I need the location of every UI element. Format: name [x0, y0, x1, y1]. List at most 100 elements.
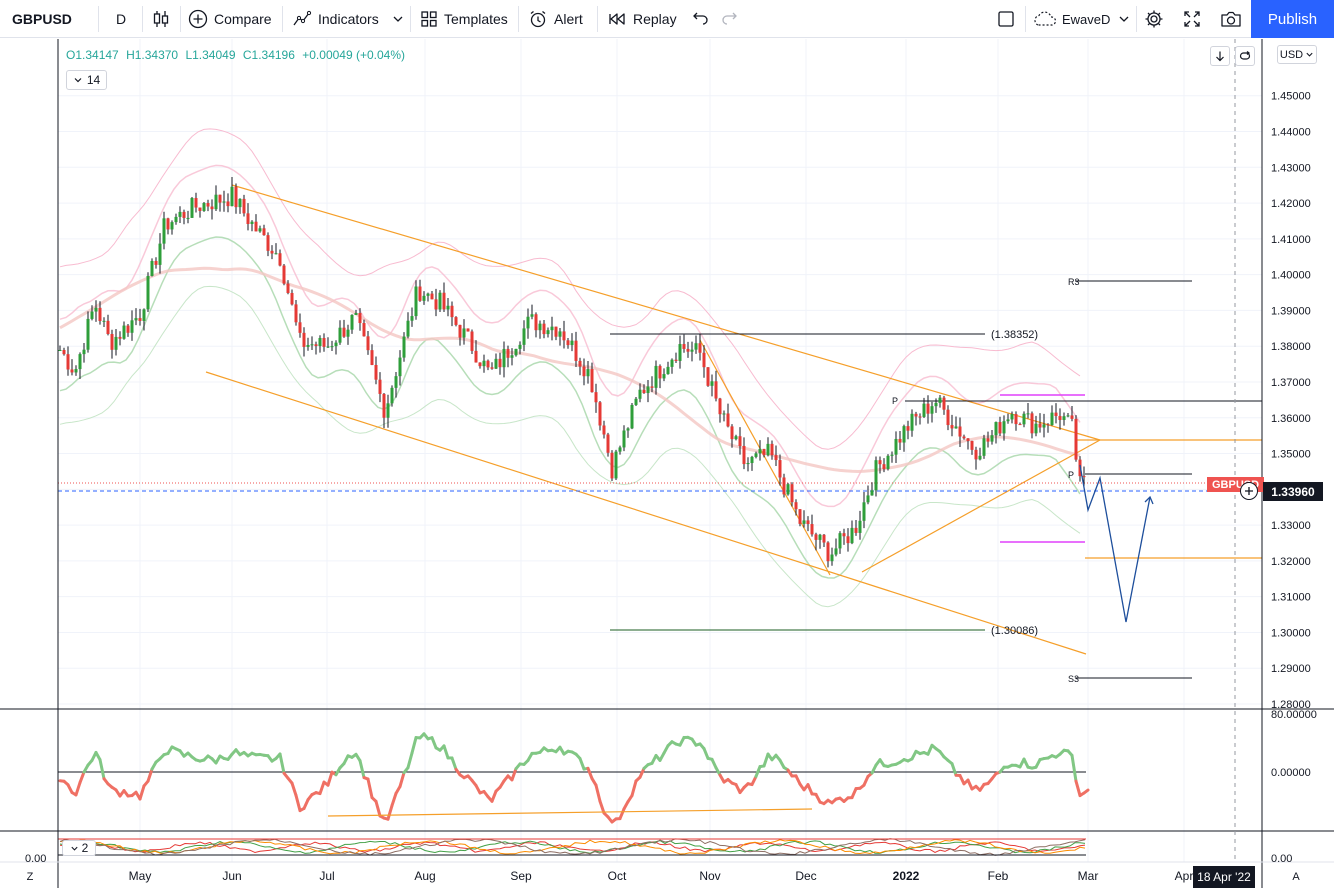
camera-icon: [1221, 11, 1241, 27]
candle-body: [618, 447, 622, 452]
replay-button[interactable]: Replay: [607, 0, 677, 38]
candle-body: [1014, 414, 1018, 425]
chevron-down-icon: [1306, 52, 1313, 57]
candle-body: [86, 318, 90, 350]
candle-body: [706, 367, 710, 386]
osc-tick-label: 80.00000: [1271, 709, 1317, 721]
chevron-down-icon: [1119, 16, 1129, 22]
chart-type-button[interactable]: [151, 0, 171, 38]
osc-segment: [374, 799, 382, 818]
price-tick-label: 1.32000: [1271, 556, 1311, 568]
candle-body: [954, 426, 958, 429]
candle-body: [838, 533, 842, 549]
candle-body: [814, 534, 818, 540]
ohlc-high: H1.34370: [126, 48, 179, 62]
candle-body: [122, 325, 126, 339]
candle-body: [114, 336, 118, 350]
candle-body: [246, 213, 250, 224]
add-alert-plus-button[interactable]: [1240, 482, 1258, 500]
indicators-legend-toggle[interactable]: 14: [66, 70, 107, 90]
publish-button[interactable]: Publish: [1251, 0, 1334, 38]
currency-select[interactable]: USD: [1277, 45, 1317, 64]
candle-body: [690, 349, 694, 352]
snapshot-button[interactable]: [1220, 0, 1242, 38]
symbol-search-button[interactable]: GBPUSD: [12, 11, 72, 27]
candle-body: [546, 330, 550, 335]
alert-button[interactable]: Alert: [528, 0, 583, 38]
candle-body: [786, 484, 790, 495]
undo-button[interactable]: [692, 0, 710, 38]
candle-body: [666, 366, 670, 375]
time-tick-label: Apr: [1175, 869, 1194, 883]
templates-grid-icon: [421, 11, 437, 27]
candle-body: [362, 323, 366, 337]
candle-body: [382, 393, 386, 418]
candle-body: [530, 314, 534, 317]
sub-indicator-toggle[interactable]: 2: [62, 840, 96, 856]
candle-body: [258, 228, 262, 232]
candle-body: [350, 314, 354, 330]
osc-segment: [138, 784, 146, 801]
indicators-button[interactable]: Indicators: [292, 0, 379, 38]
candle-body: [198, 207, 202, 211]
fib-high-label: (1.38352): [991, 329, 1038, 341]
candle-body: [202, 203, 206, 211]
auto-scale-button[interactable]: [1235, 46, 1255, 66]
osc-segment: [358, 759, 366, 780]
indicators-dropdown-button[interactable]: [392, 0, 404, 38]
candle-body: [418, 286, 422, 301]
toolbar-divider: [180, 6, 181, 32]
candle-body: [882, 464, 886, 469]
candle-body: [926, 403, 930, 414]
layout-dropdown-button[interactable]: [1118, 0, 1130, 38]
candle-body: [1050, 412, 1054, 426]
candle-body: [702, 352, 706, 368]
candle-body: [890, 454, 894, 456]
fullscreen-select-button[interactable]: [997, 0, 1015, 38]
scroll-down-button[interactable]: [1210, 46, 1230, 66]
candle-body: [458, 324, 462, 338]
settings-button[interactable]: [1144, 0, 1164, 38]
candle-body: [254, 221, 258, 232]
candle-body: [450, 305, 454, 318]
osc-segment: [450, 756, 458, 771]
osc-segment: [406, 751, 414, 770]
interval-button[interactable]: D: [116, 11, 127, 27]
candle-body: [650, 386, 654, 388]
candle-body: [270, 250, 274, 254]
candle-body: [266, 235, 270, 251]
osc-segment: [762, 752, 770, 768]
candle-body: [990, 435, 994, 442]
candle-body: [858, 520, 862, 533]
candle-body: [1010, 414, 1014, 420]
redo-button[interactable]: [720, 0, 738, 38]
candle-body: [970, 440, 974, 450]
channel-upper-trendline: [231, 184, 1101, 441]
layout-select-button[interactable]: EwaveD: [1032, 0, 1110, 38]
osc-segment: [390, 791, 398, 808]
candle-body: [150, 260, 154, 276]
candle-body: [806, 520, 810, 525]
candle-body: [442, 292, 446, 310]
fullscreen-button[interactable]: [1183, 0, 1201, 38]
osc-tick-label: 0.00000: [1271, 767, 1311, 779]
candle-body: [370, 350, 374, 365]
candle-body: [834, 548, 838, 555]
candle-body: [1026, 413, 1030, 415]
arrow-down-icon: [1216, 51, 1224, 62]
osc-segment: [78, 770, 86, 785]
candle-body: [230, 186, 234, 207]
compare-button[interactable]: Compare: [188, 0, 272, 38]
candle-body: [658, 365, 662, 379]
refresh-icon: [1239, 51, 1251, 60]
candle-body: [818, 534, 822, 540]
candle-body: [434, 299, 438, 310]
templates-button[interactable]: Templates: [420, 0, 508, 38]
toolbar-divider: [410, 6, 411, 32]
osc-segment: [442, 744, 450, 760]
compare-label: Compare: [214, 11, 272, 27]
osc-segment: [794, 774, 802, 786]
candle-body: [454, 317, 458, 325]
candle-body: [698, 343, 702, 353]
